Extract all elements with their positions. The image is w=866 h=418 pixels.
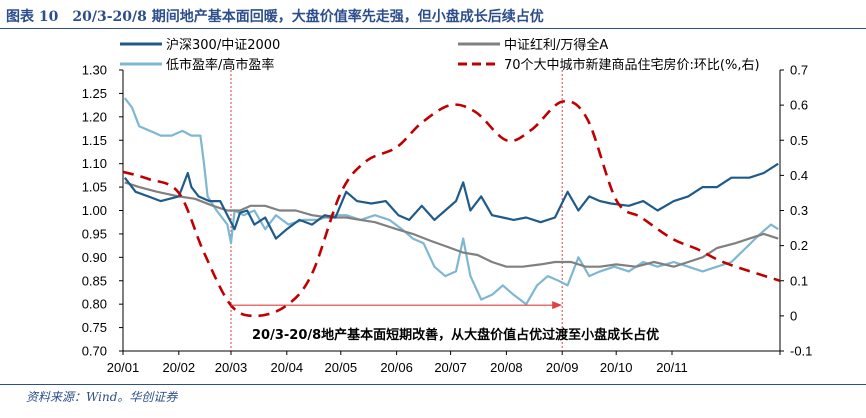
- series-house-price-mom-line: [122, 99, 781, 318]
- x-tick-label: 20/06: [380, 360, 413, 375]
- series-dividend-wind-a-line: [124, 181, 779, 268]
- x-tick-label: 20/01: [107, 360, 140, 375]
- plot-frame: [122, 70, 781, 352]
- right-y-tick-label: -0.1: [790, 344, 812, 359]
- x-axis: 20/01 20/02 20/03 20/04 20/05 20/06 20/07 20/08…: [107, 351, 781, 375]
- left-y-tick-label: 1.00: [82, 203, 107, 218]
- series-layer: [122, 97, 781, 318]
- left-y-tick-label: 1.20: [82, 109, 107, 124]
- x-tick-label: 20/07: [434, 360, 467, 375]
- x-tick-label: 20/09: [546, 360, 579, 375]
- chart-legend: 沪深300/中证2000 中证红利/万得全A 低市盈率/高市盈率 70个大中城市…: [120, 37, 760, 73]
- left-y-tick-label: 1.15: [82, 133, 107, 148]
- period-arrowhead: [552, 301, 563, 310]
- left-y-tick-label: 0.70: [82, 344, 107, 359]
- left-y-tick-label: 0.85: [82, 273, 107, 288]
- title-divider: [0, 28, 866, 29]
- right-y-tick-label: 0.4: [790, 168, 808, 183]
- x-tick-label: 20/08: [490, 360, 523, 375]
- left-y-tick-label: 1.05: [82, 180, 107, 195]
- left-y-tick-label: 1.25: [82, 86, 107, 101]
- series-low-pe-high-pe-line: [123, 97, 779, 306]
- figure-title: 图表 10 20/3-20/8 期间地产基本面回暖，大盘价值率先走强，但小盘成长…: [6, 9, 544, 25]
- legend-label-house-price-mom: 70个大中城市新建商品住宅房价:环比(%,右): [504, 57, 760, 73]
- legend-label-low-pe-high-pe: 低市盈率/高市盈率: [166, 57, 274, 73]
- left-y-tick-label: 0.75: [82, 320, 107, 335]
- x-tick-label: 20/10: [600, 360, 633, 375]
- source-divider: [0, 384, 866, 385]
- left-y-axis: 0.70 0.75 0.80 0.85 0.90 0.95 1.00 1.05 1.10 1.15…: [82, 63, 123, 359]
- right-y-tick-label: 0: [790, 308, 797, 323]
- left-y-tick-label: 1.10: [82, 156, 107, 171]
- right-y-tick-label: 0.5: [790, 133, 808, 148]
- left-y-tick-label: 0.80: [82, 297, 107, 312]
- annotation-layer: 20/3-20/8地产基本面短期改善，从大盘价值占优过渡至小盘成长占优: [231, 301, 659, 343]
- figure-source: 资料来源：Wind。华创证券: [26, 390, 178, 404]
- legend-label-hs300-zz2000: 沪深300/中证2000: [166, 37, 280, 53]
- x-tick-label: 20/02: [163, 360, 196, 375]
- right-y-tick-label: 0.6: [790, 98, 808, 113]
- x-tick-label: 20/04: [271, 360, 304, 375]
- left-y-tick-label: 0.90: [82, 250, 107, 265]
- period-annotation-text: 20/3-20/8地产基本面短期改善，从大盘价值占优过渡至小盘成长占优: [252, 327, 659, 343]
- right-y-tick-label: 0.1: [790, 273, 808, 288]
- right-y-axis: -0.1 0 0.1 0.2 0.3 0.4 0.5 0.6 0.7: [780, 63, 812, 359]
- x-tick-label: 20/03: [215, 360, 248, 375]
- right-y-tick-label: 0.3: [790, 203, 808, 218]
- left-y-tick-label: 1.30: [82, 63, 107, 78]
- legend-label-dividend-wind-a: 中证红利/万得全A: [504, 37, 608, 53]
- right-y-tick-label: 0.7: [790, 63, 808, 78]
- series-hs300-zz2000-line: [123, 162, 779, 240]
- right-y-tick-label: 0.2: [790, 238, 808, 253]
- x-tick-label: 20/05: [325, 360, 358, 375]
- left-y-tick-label: 0.95: [82, 226, 107, 241]
- x-tick-label: 20/11: [656, 360, 688, 375]
